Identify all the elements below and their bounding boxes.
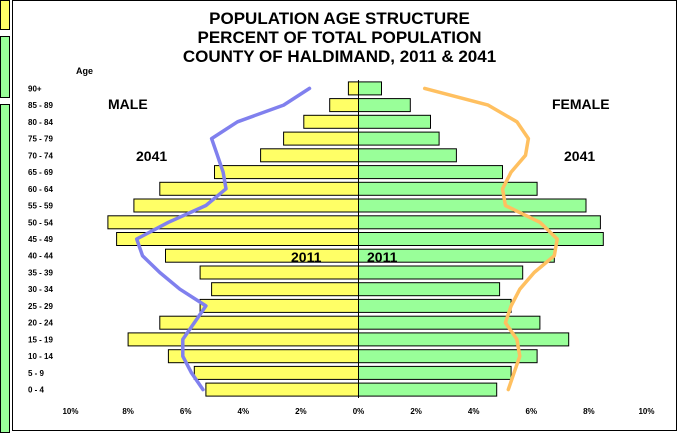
x-tick-label: 6% bbox=[180, 407, 192, 416]
age-group-label: 90+ bbox=[28, 84, 42, 93]
male-bar-2011-5 bbox=[199, 298, 359, 313]
male-bar-2011-18 bbox=[347, 81, 359, 96]
age-group-label: 55 - 59 bbox=[28, 202, 53, 211]
x-tick-label: 8% bbox=[122, 407, 134, 416]
age-group-label: 15 - 19 bbox=[28, 335, 53, 344]
female-bar-2011-17 bbox=[358, 98, 411, 113]
x-tick-label: 10% bbox=[62, 407, 78, 416]
female-bar-2011-3 bbox=[358, 332, 570, 347]
age-group-label: 5 - 9 bbox=[28, 369, 45, 378]
male-bar-2011-3 bbox=[127, 332, 359, 347]
age-group-label: 85 - 89 bbox=[28, 101, 53, 110]
female-label: FEMALE bbox=[552, 96, 610, 112]
age-group-label: 30 - 34 bbox=[28, 285, 53, 294]
female-2011-label: 2011 bbox=[367, 249, 398, 265]
age-group-label: 80 - 84 bbox=[28, 118, 53, 127]
male-2011-label: 2011 bbox=[291, 249, 322, 265]
x-tick-label: 0% bbox=[353, 407, 365, 416]
female-bar-2011-6 bbox=[358, 282, 501, 297]
female-bar-2011-2 bbox=[358, 349, 538, 364]
age-group-label: 60 - 64 bbox=[28, 185, 53, 194]
male-bar-2011-6 bbox=[211, 282, 359, 297]
chart-title-line-3: COUNTY OF HALDIMAND, 2011 & 2041 bbox=[182, 47, 497, 66]
age-group-label: 65 - 69 bbox=[28, 168, 53, 177]
female-bar-2011-11 bbox=[358, 198, 587, 213]
female-bar-2011-5 bbox=[358, 298, 512, 313]
male-bar-2011-17 bbox=[329, 98, 360, 113]
female-bar-2011-9 bbox=[358, 232, 604, 246]
age-group-label: 75 - 79 bbox=[28, 135, 53, 144]
female-bar-2011-10 bbox=[358, 215, 601, 230]
y-axis-title: Age bbox=[76, 66, 93, 76]
x-tick-label: 2% bbox=[410, 407, 422, 416]
age-group-label: 40 - 44 bbox=[28, 252, 53, 261]
female-2041-label: 2041 bbox=[564, 148, 595, 164]
female-line-2041 bbox=[422, 86, 559, 392]
age-group-label: 50 - 54 bbox=[28, 218, 53, 227]
female-bar-2011-4 bbox=[358, 315, 541, 330]
male-bar-2011-2 bbox=[167, 349, 359, 364]
male-bar-2011-1 bbox=[193, 365, 359, 380]
age-group-label: 35 - 39 bbox=[28, 269, 53, 278]
female-bar-2011-18 bbox=[358, 81, 382, 96]
x-tick-label: 4% bbox=[238, 407, 250, 416]
x-tick-label: 2% bbox=[295, 407, 307, 416]
female-bar-2011-12 bbox=[358, 181, 538, 196]
female-bar-2011-15 bbox=[358, 131, 440, 146]
chart-frame bbox=[12, 0, 677, 431]
male-bar-2011-11 bbox=[133, 198, 359, 213]
chart-title-line-1: POPULATION AGE STRUCTURE bbox=[209, 9, 470, 28]
male-2041-label: 2041 bbox=[136, 148, 167, 164]
male-bar-2011-8 bbox=[165, 248, 359, 263]
male-bar-2011-12 bbox=[159, 181, 359, 196]
male-bar-2011-14 bbox=[260, 148, 360, 163]
female-bar-2011-16 bbox=[358, 114, 431, 129]
male-label: MALE bbox=[108, 96, 148, 112]
female-bar-2011-14 bbox=[358, 148, 457, 163]
age-group-label: 0 - 4 bbox=[28, 386, 45, 395]
male-bar-2011-10 bbox=[107, 215, 360, 230]
male-bar-2011-13 bbox=[214, 165, 359, 180]
female-bar-2011-13 bbox=[358, 165, 503, 180]
age-group-label: 20 - 24 bbox=[28, 319, 53, 328]
chart-title-line-2: PERCENT OF TOTAL POPULATION bbox=[197, 28, 482, 47]
age-group-label: 70 - 74 bbox=[28, 151, 53, 160]
age-group-label: 25 - 29 bbox=[28, 302, 53, 311]
x-tick-label: 10% bbox=[638, 407, 654, 416]
female-bar-2011-0 bbox=[358, 382, 498, 397]
male-bar-2011-0 bbox=[205, 382, 359, 397]
male-line-2041 bbox=[134, 86, 312, 392]
female-bar-2011-1 bbox=[358, 365, 512, 380]
x-tick-label: 4% bbox=[468, 407, 480, 416]
age-group-label: 45 - 49 bbox=[28, 235, 53, 244]
left-strip-cell-yellow bbox=[0, 0, 10, 30]
male-bar-2011-16 bbox=[303, 114, 359, 129]
left-panel-edge bbox=[0, 0, 11, 433]
male-bar-2011-9 bbox=[116, 232, 359, 246]
male-bar-2011-7 bbox=[199, 265, 359, 280]
x-tick-label: 8% bbox=[583, 407, 595, 416]
male-bar-2011-15 bbox=[283, 131, 360, 146]
female-bar-2011-7 bbox=[358, 265, 524, 280]
x-tick-label: 6% bbox=[526, 407, 538, 416]
left-strip-cell-green-1 bbox=[0, 36, 10, 98]
age-group-label: 10 - 14 bbox=[28, 352, 53, 361]
